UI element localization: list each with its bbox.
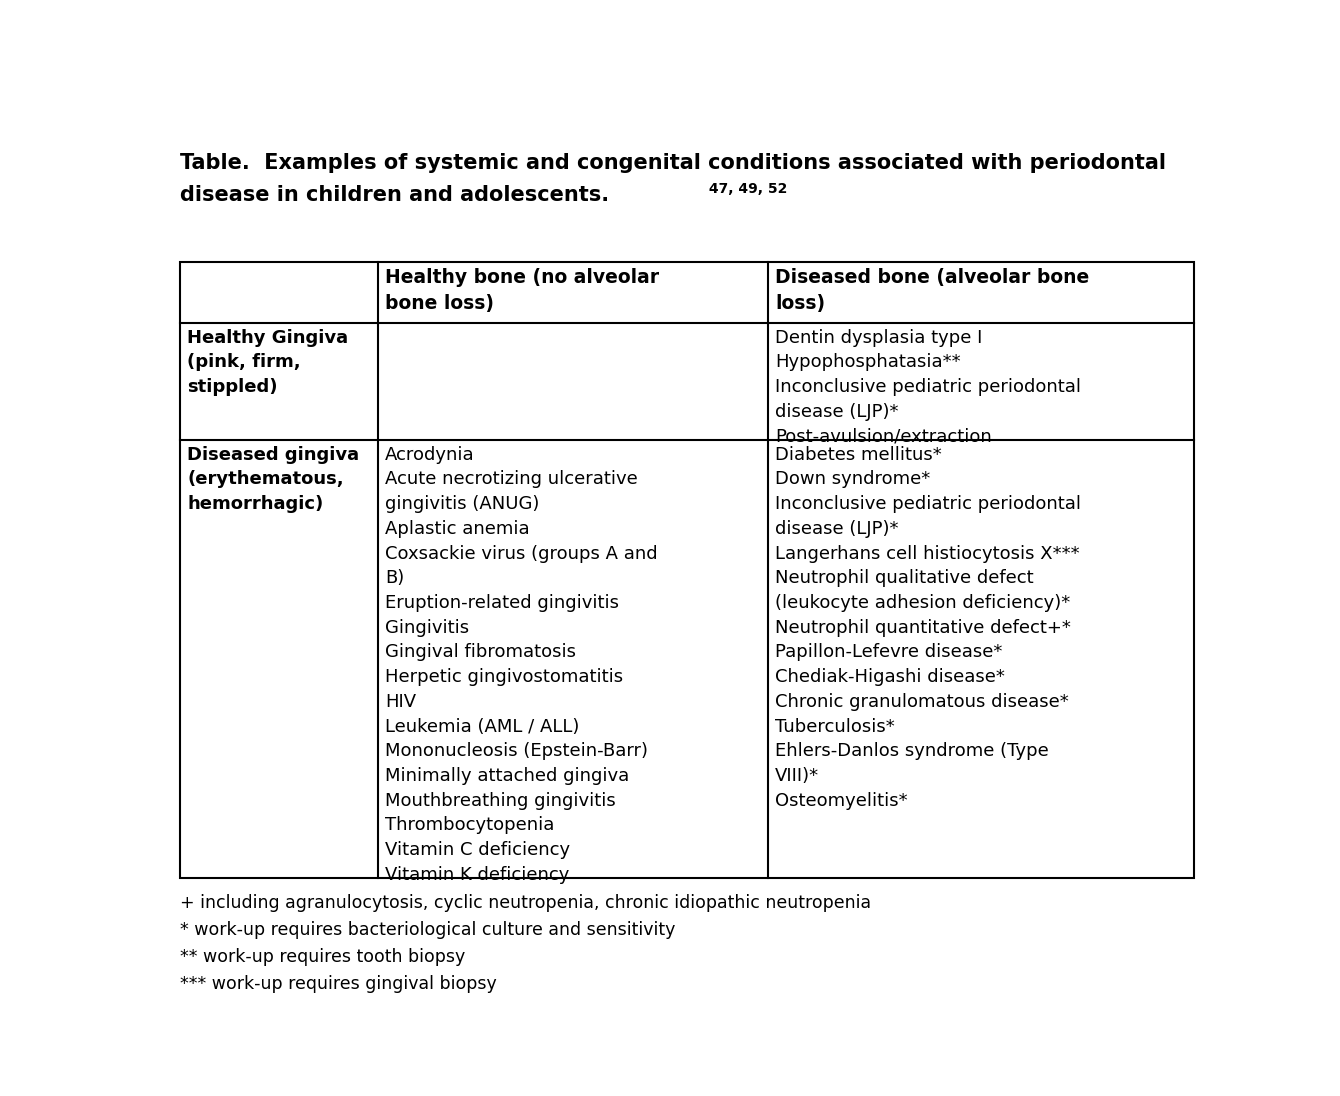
Text: Diabetes mellitus*
Down syndrome*
Inconclusive pediatric periodontal
disease (LJ: Diabetes mellitus* Down syndrome* Inconc… (775, 446, 1081, 810)
Text: + including agranulocytosis, cyclic neutropenia, chronic idiopathic neutropenia: + including agranulocytosis, cyclic neut… (180, 893, 871, 912)
Text: Diseased gingiva
(erythematous,
hemorrhagic): Diseased gingiva (erythematous, hemorrha… (188, 446, 359, 513)
Text: Dentin dysplasia type I
Hypophosphatasia**
Inconclusive pediatric periodontal
di: Dentin dysplasia type I Hypophosphatasia… (775, 329, 1081, 445)
Text: 47, 49, 52: 47, 49, 52 (705, 182, 788, 196)
Text: Table.  Examples of systemic and congenital conditions associated with periodont: Table. Examples of systemic and congenit… (180, 152, 1166, 172)
Text: * work-up requires bacteriological culture and sensitivity: * work-up requires bacteriological cultu… (180, 921, 675, 938)
Text: *** work-up requires gingival biopsy: *** work-up requires gingival biopsy (180, 974, 497, 993)
Text: Healthy Gingiva
(pink, firm,
stippled): Healthy Gingiva (pink, firm, stippled) (188, 329, 348, 396)
Text: disease in children and adolescents.: disease in children and adolescents. (180, 185, 610, 205)
Bar (180, 262, 1194, 878)
Text: Acrodynia
Acute necrotizing ulcerative
gingivitis (ANUG)
Aplastic anemia
Coxsack: Acrodynia Acute necrotizing ulcerative g… (385, 446, 658, 883)
Text: Healthy bone (no alveolar
bone loss): Healthy bone (no alveolar bone loss) (385, 269, 659, 313)
Text: ** work-up requires tooth biopsy: ** work-up requires tooth biopsy (180, 948, 465, 966)
Text: Diseased bone (alveolar bone
loss): Diseased bone (alveolar bone loss) (775, 269, 1089, 313)
